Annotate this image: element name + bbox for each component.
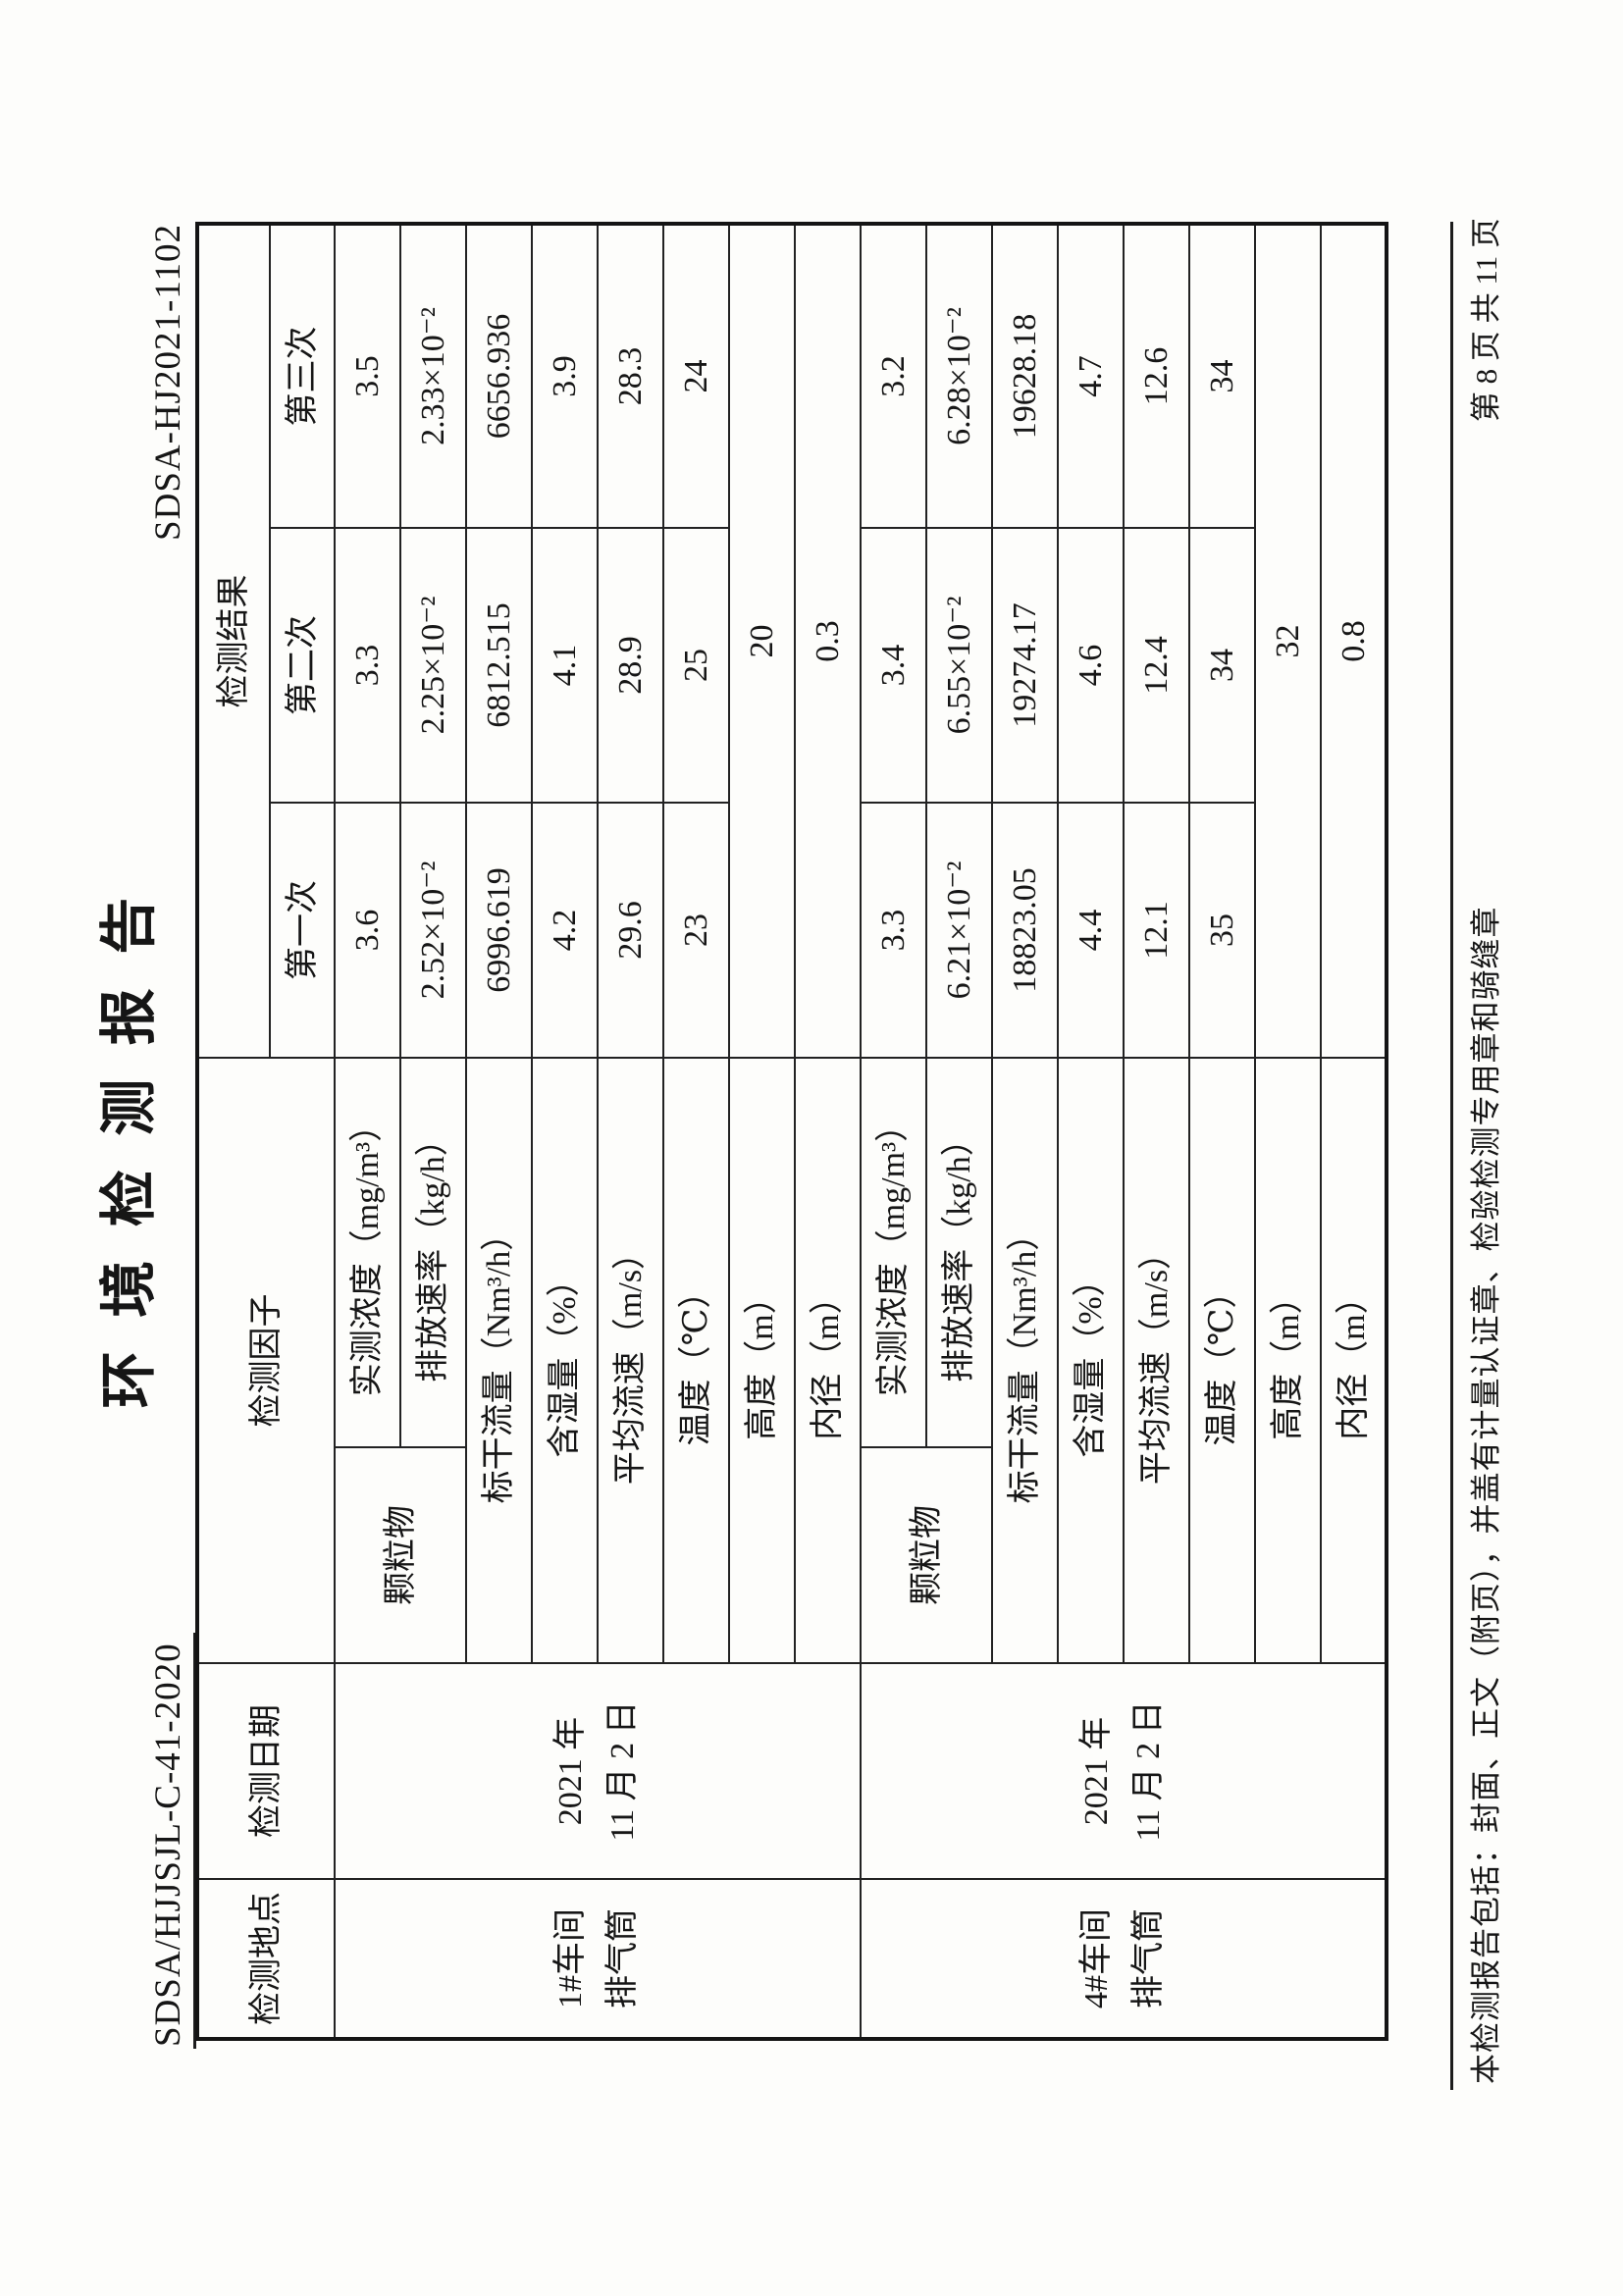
param-cell: 温度（℃） (1189, 1058, 1255, 1663)
run-header-third: 第三次 (270, 223, 335, 528)
site-line: 排气筒 (1129, 1908, 1167, 2009)
value-cell: 34 (1189, 528, 1255, 803)
value-cell: 2.33×10⁻² (400, 223, 466, 528)
param-cell: 平均流速（m/s） (598, 1058, 663, 1663)
pollutant-cell: 颗粒物 (861, 1447, 992, 1663)
table-row: 1#车间 排气筒 2021 年 11 月 2 日 颗粒物 实测浓度（mg/m³）… (335, 223, 861, 2039)
value-cell: 3.5 (335, 223, 400, 528)
pollutant-cell: 颗粒物 (335, 1447, 466, 1663)
site-line: 排气筒 (604, 1908, 641, 2009)
value-cell: 4.4 (1058, 803, 1124, 1058)
value-cell: 4.1 (532, 528, 598, 803)
value-cell: 18823.05 (992, 803, 1058, 1058)
value-cell: 28.3 (598, 223, 663, 528)
merged-value-cell: 32 (1255, 223, 1321, 1058)
site-line: 4#车间 (1077, 1908, 1115, 2009)
value-cell: 4.7 (1058, 223, 1124, 528)
param-cell: 排放速率（kg/h） (926, 1058, 992, 1447)
date-line: 11 月 2 日 (1129, 1700, 1167, 1842)
value-cell: 6.28×10⁻² (926, 223, 992, 528)
table-row: 4#车间 排气筒 2021 年 11 月 2 日 颗粒物 实测浓度（mg/m³）… (861, 223, 1387, 2039)
value-cell: 3.6 (335, 803, 400, 1058)
value-cell: 6656.936 (466, 223, 532, 528)
date-cell: 2021 年 11 月 2 日 (861, 1663, 1387, 1879)
value-cell: 6.55×10⁻² (926, 528, 992, 803)
value-cell: 4.6 (1058, 528, 1124, 803)
footer-note: 本检测报告包括：封面、正文（附页），并盖有计量认证章、检验检测专用章和骑缝章 (1469, 906, 1503, 2085)
value-cell: 3.2 (861, 223, 926, 528)
value-cell: 19274.17 (992, 528, 1058, 803)
value-cell: 19628.18 (992, 223, 1058, 528)
monitoring-results-table: 检测地点 检测日期 检测因子 检测结果 第一次 第二次 第三次 1#车间 排气筒 (195, 221, 1388, 2041)
value-cell: 4.2 (532, 803, 598, 1058)
value-cell: 23 (663, 803, 729, 1058)
table-header-row: 检测地点 检测日期 检测因子 检测结果 (197, 223, 335, 2039)
merged-value-cell: 20 (729, 223, 795, 1058)
value-cell: 3.3 (335, 528, 400, 803)
param-cell: 标干流量（Nm³/h） (466, 1058, 532, 1663)
value-cell: 6996.619 (466, 803, 532, 1058)
run-header-second: 第二次 (270, 528, 335, 803)
param-cell: 标干流量（Nm³/h） (992, 1058, 1058, 1663)
doc-code-left: SDSA/HJJSJL-C-41-2020 (147, 1633, 196, 2049)
param-cell: 内径（m） (795, 1058, 861, 1663)
value-cell: 12.6 (1124, 223, 1189, 528)
param-cell: 实测浓度（mg/m³） (335, 1058, 400, 1447)
param-cell: 平均流速（m/s） (1124, 1058, 1189, 1663)
value-cell: 3.4 (861, 528, 926, 803)
param-cell: 排放速率（kg/h） (400, 1058, 466, 1447)
header-cell-date: 检测日期 (197, 1663, 335, 1879)
date-cell: 2021 年 11 月 2 日 (335, 1663, 861, 1879)
date-line: 2021 年 (552, 1716, 590, 1826)
header-cell-result: 检测结果 (197, 223, 270, 1058)
value-cell: 28.9 (598, 528, 663, 803)
param-cell: 内径（m） (1321, 1058, 1387, 1663)
value-cell: 2.25×10⁻² (400, 528, 466, 803)
header-cell-factor: 检测因子 (197, 1058, 335, 1663)
value-cell: 25 (663, 528, 729, 803)
doc-code-right: SDSA-HJ2021-1102 (148, 224, 188, 541)
site-cell: 1#车间 排气筒 (335, 1879, 861, 2039)
param-cell: 高度（m） (1255, 1058, 1321, 1663)
footer-divider-line (1450, 222, 1453, 2090)
merged-value-cell: 0.3 (795, 223, 861, 1058)
site-cell: 4#车间 排气筒 (861, 1879, 1387, 2039)
header-cell-site: 检测地点 (197, 1879, 335, 2039)
page-indicator: 第 8 页 共 11 页 (1469, 218, 1503, 423)
value-cell: 3.9 (532, 223, 598, 528)
date-line: 11 月 2 日 (604, 1700, 641, 1842)
value-cell: 3.3 (861, 803, 926, 1058)
param-cell: 高度（m） (729, 1058, 795, 1663)
value-cell: 35 (1189, 803, 1255, 1058)
value-cell: 6812.515 (466, 528, 532, 803)
value-cell: 12.4 (1124, 528, 1189, 803)
param-cell: 实测浓度（mg/m³） (861, 1058, 926, 1447)
value-cell: 29.6 (598, 803, 663, 1058)
date-line: 2021 年 (1077, 1716, 1115, 1826)
param-cell: 含湿量（%） (532, 1058, 598, 1663)
merged-value-cell: 0.8 (1321, 223, 1387, 1058)
param-cell: 含湿量（%） (1058, 1058, 1124, 1663)
run-header-first: 第一次 (270, 803, 335, 1058)
param-cell: 温度（℃） (663, 1058, 729, 1663)
site-line: 1#车间 (552, 1908, 590, 2009)
value-cell: 6.21×10⁻² (926, 803, 992, 1058)
value-cell: 2.52×10⁻² (400, 803, 466, 1058)
value-cell: 34 (1189, 223, 1255, 528)
value-cell: 12.1 (1124, 803, 1189, 1058)
value-cell: 24 (663, 223, 729, 528)
